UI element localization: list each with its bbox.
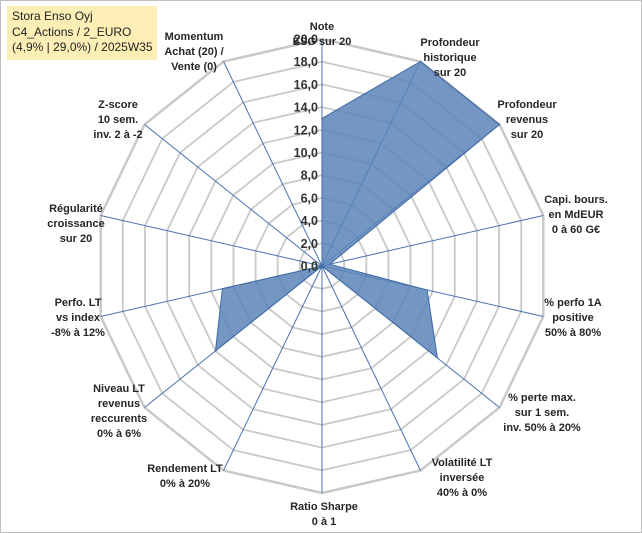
category-label-line: sur 20 <box>511 129 543 141</box>
category-label: Rendement LT 0% à 20% <box>147 463 223 490</box>
chart-title-box: Stora Enso Oyj C4_Actions / 2_EURO (4,9%… <box>7 6 157 60</box>
category-label: % perfo 1A positive 50% à 80% <box>544 297 602 339</box>
category-label: % perte max. sur 1 sem. inv. 50% à 20% <box>503 392 581 434</box>
title-line-category: C4_Actions / 2_EURO <box>12 24 132 39</box>
data-point <box>436 357 439 359</box>
category-label-line: 0% à 6% <box>97 428 141 440</box>
category-label-line: 50% à 80% <box>545 327 601 339</box>
data-point <box>221 287 224 290</box>
category-label-line: Note <box>310 21 334 33</box>
category-label: Régularité croissance sur 20 <box>47 203 104 245</box>
title-line-stats: (4,9% | 29,0%) / 2025W35 <box>12 40 153 54</box>
series-area <box>214 60 501 360</box>
axis-spoke <box>321 265 421 471</box>
data-point <box>498 123 501 126</box>
category-label-line: sur 20 <box>60 233 92 245</box>
category-label-line: inv. 50% à 20% <box>503 422 581 434</box>
category-label-line: Momentum <box>165 31 224 43</box>
category-label-line: Vente (0) <box>171 61 217 73</box>
data-point <box>328 263 331 266</box>
axis-spoke <box>144 124 323 267</box>
data-point <box>426 289 428 291</box>
axis-spoke <box>223 61 323 267</box>
radial-tick-label: 4,0 <box>301 214 318 228</box>
category-label-line: 40% à 0% <box>437 487 487 499</box>
category-label: Profondeur historique sur 20 <box>420 37 480 79</box>
category-label-line: croissance <box>47 218 104 230</box>
radial-tick-label: 10,0 <box>294 146 318 160</box>
data-point <box>321 117 323 120</box>
category-label: Momentum Achat (20) / Vente (0) <box>164 31 223 73</box>
category-label: Z-score 10 sem. inv. 2 à -2 <box>93 99 142 141</box>
category-label: Perfo. LT vs index -8% à 12% <box>51 297 105 339</box>
radial-tick-label: 6,0 <box>301 191 318 205</box>
category-label: Niveau LT revenus reccurents 0% à 6% <box>91 383 147 440</box>
radial-tick-label: 0,0 <box>301 260 318 274</box>
category-label-line: reccurents <box>91 413 147 425</box>
category-label-line: revenus <box>98 398 140 410</box>
radial-tick-label: 8,0 <box>301 169 318 183</box>
title-line-company: Stora Enso Oyj <box>12 9 93 23</box>
category-label: Ratio Sharpe 0 à 1 <box>290 501 358 528</box>
category-label-line: revenus <box>506 114 548 126</box>
category-label-line: Ratio Sharpe <box>290 501 358 513</box>
category-label-line: historique <box>423 52 476 64</box>
radial-tick-label: 14,0 <box>294 101 318 115</box>
category-label-line: % perfo 1A <box>544 297 602 309</box>
category-label: Capi. bours. en MdEUR 0 à 60 G€ <box>544 194 608 236</box>
category-label-line: sur 1 sem. <box>515 407 569 419</box>
radial-tick-label: 12,0 <box>294 123 318 137</box>
category-label-line: % perte max. <box>508 392 576 404</box>
category-label: Note ESG sur 20 <box>293 21 352 48</box>
data-point <box>419 60 422 63</box>
radial-tick-label: 16,0 <box>294 78 318 92</box>
category-label-line: -8% à 12% <box>51 327 105 339</box>
category-label-line: Perfo. LT <box>55 297 102 309</box>
axis-spoke <box>223 265 323 471</box>
axis-spoke <box>100 215 323 267</box>
category-label-line: vs index <box>56 312 101 324</box>
radial-tick-label: 18,0 <box>294 55 318 69</box>
category-label-line: Achat (20) / <box>164 46 223 58</box>
category-label-line: inversée <box>440 472 485 484</box>
category-label-line: Z-score <box>98 99 138 111</box>
category-label-line: en MdEUR <box>549 209 604 221</box>
data-point <box>214 350 217 352</box>
category-label-line: 0% à 20% <box>160 478 210 490</box>
category-label-line: 0 à 1 <box>312 516 336 528</box>
category-label-line: 10 sem. <box>98 114 138 126</box>
radial-tick-label: 20,0 <box>294 33 318 47</box>
radial-tick-label: 2,0 <box>301 237 318 251</box>
category-label-line: inv. 2 à -2 <box>93 129 142 141</box>
data-point <box>321 265 323 267</box>
category-label-line: Profondeur <box>420 37 480 49</box>
category-label-line: Volatilité LT <box>432 457 493 469</box>
category-label-line: 0 à 60 G€ <box>552 224 600 236</box>
category-label-line: sur 20 <box>434 67 466 79</box>
category-label-line: Niveau LT <box>93 383 145 395</box>
category-label-line: Profondeur <box>497 99 557 111</box>
category-label-line: ESG sur 20 <box>293 36 352 48</box>
category-label-line: positive <box>552 312 594 324</box>
category-label-line: Capi. bours. <box>544 194 608 206</box>
category-label-line: Rendement LT <box>147 463 223 475</box>
category-label-line: Régularité <box>49 203 103 215</box>
category-label: Profondeur revenus sur 20 <box>497 99 557 141</box>
category-label: Volatilité LT inversée 40% à 0% <box>432 457 493 499</box>
axis-spoke <box>321 215 544 267</box>
